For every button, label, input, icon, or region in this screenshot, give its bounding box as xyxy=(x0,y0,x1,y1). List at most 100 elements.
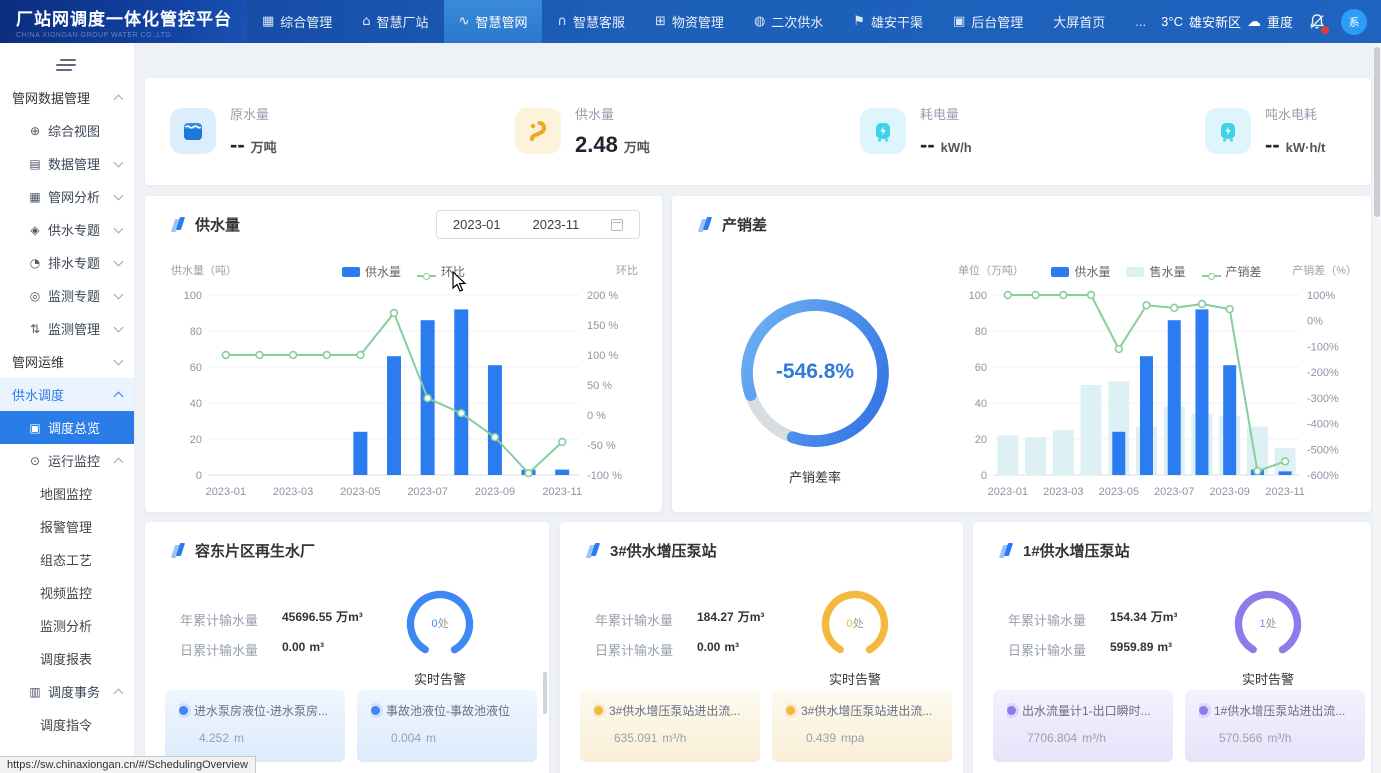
svg-text:100: 100 xyxy=(969,290,987,302)
chevron-up-icon xyxy=(113,391,124,401)
nav-item-big-screen[interactable]: 大屏首页 xyxy=(1053,15,1106,30)
status-url: https://sw.chinaxiongan.cn/#/SchedulingO… xyxy=(0,756,256,773)
page-scrollbar[interactable] xyxy=(1373,43,1381,773)
metric-value: 7706.804 m³/h xyxy=(1027,731,1107,745)
legend-line-diff[interactable]: 产销差 xyxy=(1201,263,1262,280)
alarm-count: 0处 xyxy=(431,618,449,630)
svg-text:2023-05: 2023-05 xyxy=(1099,486,1139,498)
metric-tile[interactable]: 3#供水增压泵站进出流... 635.091 m³/h xyxy=(580,690,760,762)
metric-tile[interactable]: 3#供水增压泵站进出流... 0.439 mpa xyxy=(772,690,952,762)
kpi-supply-water: 供水量 2.48 万吨 xyxy=(515,104,650,158)
y-axis-left-name: 单位（万吨） xyxy=(958,265,1024,277)
kpi-value: -- xyxy=(230,132,245,157)
date-start[interactable]: 2023-01 xyxy=(452,217,501,232)
sidebar-item-dispatch-overview[interactable]: ▣ 调度总览 xyxy=(0,411,134,444)
svg-text:2023-07: 2023-07 xyxy=(407,486,447,498)
metric-tile[interactable]: 1#供水增压泵站进出流... 570.566 m³/h xyxy=(1185,690,1365,762)
kpi-summary-card: 原水量 -- 万吨 供水量 2.48 万吨 耗电量 -- kW/h 吨水电耗 -- kW·h/t xyxy=(145,78,1371,185)
water-icon: ◍ xyxy=(753,14,766,29)
card-scrollbar[interactable] xyxy=(543,672,547,714)
legend-line[interactable]: 环比 xyxy=(417,263,465,280)
sidebar-item-operation-monitoring[interactable]: ⊙ 运行监控 xyxy=(0,444,134,477)
calendar-icon[interactable] xyxy=(611,218,624,231)
console-icon: ▣ xyxy=(952,14,966,29)
sidebar-item-map-monitoring[interactable]: 地图监控 xyxy=(40,487,93,502)
notification-badge xyxy=(1321,25,1329,34)
sidebar-item-dispatch-report[interactable]: 调度报表 xyxy=(40,652,93,667)
sidebar: 管网数据管理 ⊕ 综合视图 ▤ 数据管理 ▦ 管网分析 ◈ 供水专题 ◔ 排水专题 ◎ 监测… xyxy=(0,43,135,773)
date-range-picker[interactable]: 2023-01 2023-11 xyxy=(436,210,640,239)
nav-item-canal[interactable]: ⚑ 雄安干渠 xyxy=(853,14,923,30)
monitor-icon: ⊙ xyxy=(29,453,41,468)
card-title-sales-diff: 产销差 xyxy=(697,214,767,235)
metric-tile[interactable]: 进水泵房液位-进水泵房... 4.252 m xyxy=(165,690,345,762)
nav-item-comprehensive[interactable]: ▦ 综合管理 xyxy=(261,14,333,30)
gauge-ring xyxy=(741,299,889,447)
metric-dot-icon xyxy=(1199,706,1208,715)
alarm-count: 0处 xyxy=(846,618,864,630)
nav-item-smart-plant[interactable]: ⌂ 智慧厂站 xyxy=(362,14,429,30)
metric-tile[interactable]: 事故池液位-事故池液位 0.004 m xyxy=(357,690,537,762)
legend-swatch-bar2 xyxy=(1126,267,1145,277)
svg-text:150 %: 150 % xyxy=(587,320,618,332)
svg-text:80: 80 xyxy=(190,326,202,338)
sidebar-item-comprehensive-view[interactable]: ⊕ 综合视图 xyxy=(0,114,134,147)
avatar[interactable]: 系 xyxy=(1341,8,1367,35)
sidebar-item-pipe-analysis[interactable]: ▦ 管网分析 xyxy=(0,180,134,213)
metric-dot-icon xyxy=(594,706,603,715)
kpi-value: -- xyxy=(1265,132,1280,157)
legend-swatch-bar xyxy=(1051,267,1070,277)
notification-bell-icon[interactable] xyxy=(1307,12,1329,34)
daily-volume: 0.00 m³ xyxy=(282,640,325,654)
temperature: 3°C xyxy=(1161,14,1183,29)
nav-item-smart-pipe-network[interactable]: ∿ 智慧管网 xyxy=(443,0,543,43)
sidebar-item-data-management[interactable]: ▤ 数据管理 xyxy=(0,147,134,180)
chevron-down-icon xyxy=(113,223,124,233)
metric-dot-icon xyxy=(371,706,380,715)
legend-bar-sales[interactable]: 售水量 xyxy=(1126,263,1186,280)
sidebar-item-monitoring-topic[interactable]: ◎ 监测专题 xyxy=(0,279,134,312)
page-scrollbar-thumb[interactable] xyxy=(1374,47,1380,217)
sidebar-item-supply-topic[interactable]: ◈ 供水专题 xyxy=(0,213,134,246)
nav-item-backend[interactable]: ▣ 后台管理 xyxy=(952,14,1024,30)
sidebar-item-process-config[interactable]: 组态工艺 xyxy=(40,553,93,568)
sidebar-collapse-icon[interactable] xyxy=(56,59,76,71)
svg-text:2023-05: 2023-05 xyxy=(340,486,380,498)
pollution-level: 重度 xyxy=(1266,15,1293,30)
date-end[interactable]: 2023-11 xyxy=(532,217,580,232)
svg-text:40: 40 xyxy=(190,398,202,410)
y-axis-right-name: 环比 xyxy=(616,265,638,277)
sales-diff-chart: 0 20 40 60 80 100 100% 0% -100% -200% -300% -400% -5… xyxy=(969,290,1339,498)
station-card-pump3: 3#供水增压泵站 年累计输水量 184.27 万m³ 日累计输水量 0.00 m³ … xyxy=(560,522,963,773)
title-slash-icon xyxy=(170,543,186,558)
nav-item-secondary-water[interactable]: ◍ 二次供水 xyxy=(753,14,824,30)
sidebar-item-monitoring-management[interactable]: ⇅ 监测管理 xyxy=(0,312,134,345)
svg-text:40: 40 xyxy=(975,398,987,410)
nav-item-materials[interactable]: ⊞ 物资管理 xyxy=(655,14,724,30)
legend-bar[interactable]: 供水量 xyxy=(341,263,401,280)
alarm-ring-arc xyxy=(1234,590,1302,658)
station-card-rongdong-plant: 容东片区再生水厂 年累计输水量 45696.55 万m³ 日累计输水量 0.00 m… xyxy=(145,522,549,773)
svg-text:-50 %: -50 % xyxy=(587,440,616,452)
legend-bar-supply[interactable]: 供水量 xyxy=(1051,263,1110,280)
legend-swatch-line xyxy=(417,272,436,280)
app-subtitle: CHINA XIONGAN GROUP WATER CO.,LTD xyxy=(16,32,172,39)
svg-text:20: 20 xyxy=(190,434,202,446)
yearly-volume: 184.27 万m³ xyxy=(697,610,765,624)
sidebar-item-drainage-topic[interactable]: ◔ 排水专题 xyxy=(0,246,134,279)
factory-icon: ⌂ xyxy=(362,14,371,29)
y-axis-right-name: 产销差（%） xyxy=(1292,265,1357,277)
svg-text:-300%: -300% xyxy=(1307,393,1339,405)
sidebar-item-video-monitoring[interactable]: 视频监控 xyxy=(40,586,93,601)
nav-item-more[interactable]: ... xyxy=(1135,14,1147,29)
sidebar-group-pipe-data[interactable]: 管网数据管理 xyxy=(0,81,134,114)
svg-text:50 %: 50 % xyxy=(587,380,612,392)
sidebar-item-dispatch-affairs[interactable]: ▥ 调度事务 xyxy=(0,675,134,708)
sidebar-group-pipe-ops[interactable]: 管网运维 xyxy=(0,345,134,378)
metric-tile[interactable]: 出水流量计1-出口瞬时... 7706.804 m³/h xyxy=(993,690,1173,762)
nav-item-smart-service[interactable]: ∩ 智慧客服 xyxy=(557,14,626,30)
sidebar-item-monitoring-analysis[interactable]: 监测分析 xyxy=(40,619,93,634)
sidebar-item-dispatch-command[interactable]: 调度指令 xyxy=(40,718,93,733)
sidebar-group-water-dispatch[interactable]: 供水调度 xyxy=(0,378,134,411)
sidebar-item-alarm-management[interactable]: 报警管理 xyxy=(40,520,93,535)
